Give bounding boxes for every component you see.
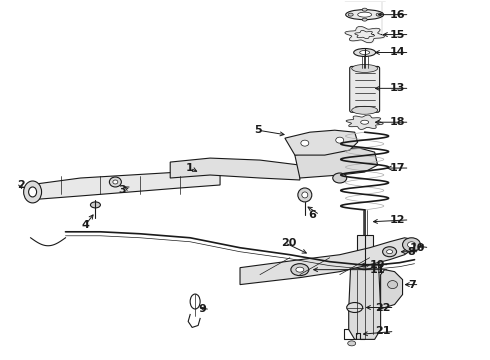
Ellipse shape bbox=[361, 262, 368, 267]
Ellipse shape bbox=[348, 341, 356, 346]
Ellipse shape bbox=[291, 264, 309, 276]
Ellipse shape bbox=[28, 187, 37, 197]
Text: 5: 5 bbox=[254, 125, 262, 135]
Ellipse shape bbox=[354, 49, 376, 57]
Ellipse shape bbox=[352, 64, 378, 72]
Ellipse shape bbox=[360, 50, 369, 54]
Ellipse shape bbox=[302, 192, 308, 198]
Text: 6: 6 bbox=[308, 210, 316, 220]
Ellipse shape bbox=[361, 120, 368, 124]
Ellipse shape bbox=[348, 13, 353, 16]
Ellipse shape bbox=[113, 180, 118, 184]
Text: 13: 13 bbox=[390, 84, 406, 93]
Polygon shape bbox=[170, 158, 300, 180]
Text: 17: 17 bbox=[390, 163, 406, 173]
Ellipse shape bbox=[362, 8, 367, 11]
Text: 21: 21 bbox=[375, 327, 391, 336]
Ellipse shape bbox=[296, 267, 304, 272]
Ellipse shape bbox=[91, 202, 100, 208]
Text: 10: 10 bbox=[410, 243, 425, 253]
Ellipse shape bbox=[109, 177, 122, 187]
Ellipse shape bbox=[358, 12, 371, 17]
Ellipse shape bbox=[298, 188, 312, 202]
Polygon shape bbox=[28, 170, 220, 200]
Polygon shape bbox=[379, 270, 403, 310]
Ellipse shape bbox=[346, 10, 384, 20]
Text: 16: 16 bbox=[390, 10, 406, 20]
Text: 11: 11 bbox=[370, 265, 386, 275]
Ellipse shape bbox=[408, 242, 416, 248]
Ellipse shape bbox=[387, 250, 392, 254]
Text: 12: 12 bbox=[390, 215, 406, 225]
Text: 15: 15 bbox=[390, 30, 406, 40]
Polygon shape bbox=[285, 130, 358, 155]
Text: 1: 1 bbox=[186, 163, 194, 173]
Ellipse shape bbox=[24, 181, 42, 203]
Text: 9: 9 bbox=[198, 305, 206, 315]
Text: 19: 19 bbox=[370, 260, 386, 270]
Ellipse shape bbox=[388, 280, 397, 289]
Ellipse shape bbox=[301, 140, 309, 146]
Text: 20: 20 bbox=[281, 238, 296, 248]
Polygon shape bbox=[295, 148, 378, 178]
Text: 18: 18 bbox=[390, 117, 406, 127]
Ellipse shape bbox=[376, 13, 381, 16]
Ellipse shape bbox=[347, 302, 363, 312]
Ellipse shape bbox=[352, 106, 378, 114]
Polygon shape bbox=[349, 265, 381, 339]
Ellipse shape bbox=[383, 247, 396, 257]
Polygon shape bbox=[357, 235, 372, 265]
Ellipse shape bbox=[336, 137, 343, 143]
Ellipse shape bbox=[362, 18, 367, 21]
Ellipse shape bbox=[333, 173, 347, 183]
Ellipse shape bbox=[403, 238, 420, 252]
FancyBboxPatch shape bbox=[350, 67, 380, 112]
Text: 14: 14 bbox=[390, 48, 406, 58]
Polygon shape bbox=[240, 238, 415, 285]
Text: 3: 3 bbox=[119, 185, 126, 195]
Text: 8: 8 bbox=[408, 247, 416, 257]
Text: 2: 2 bbox=[17, 180, 24, 190]
Text: 4: 4 bbox=[81, 220, 89, 230]
Text: 22: 22 bbox=[375, 302, 391, 312]
Ellipse shape bbox=[356, 260, 374, 270]
Polygon shape bbox=[346, 115, 383, 129]
Text: 7: 7 bbox=[408, 280, 416, 289]
